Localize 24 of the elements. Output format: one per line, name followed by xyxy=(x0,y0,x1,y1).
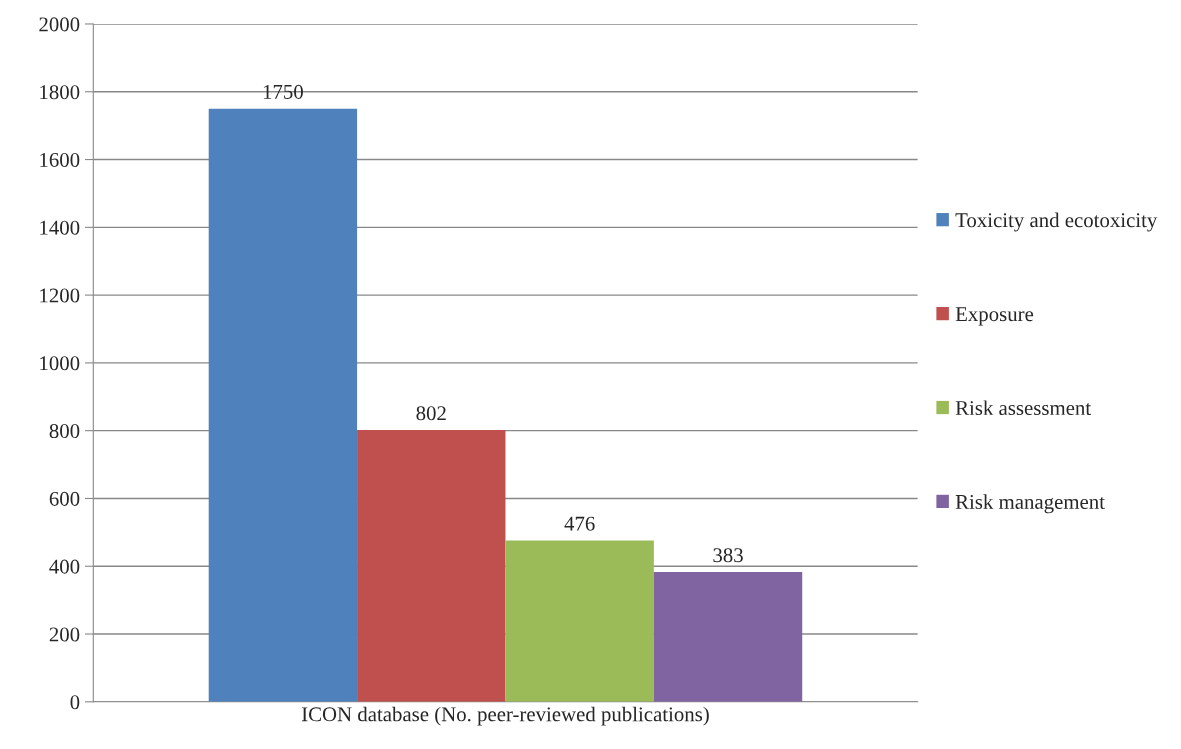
x-tick-label: ICON database (No. peer-reviewed publications) xyxy=(301,706,709,726)
legend-label: Risk assessment xyxy=(955,400,1092,416)
bar xyxy=(653,572,803,702)
legend-label: Risk management xyxy=(955,494,1105,514)
y-tick-label: 0 xyxy=(70,695,80,710)
data-label: 383 xyxy=(713,548,743,563)
y-tick-label: 200 xyxy=(49,627,80,642)
y-tick-label: 600 xyxy=(49,491,80,506)
legend-label: Toxicity and ecotoxicity xyxy=(955,212,1158,232)
y-tick-label: 1600 xyxy=(40,152,80,167)
y-tick-label: 2000 xyxy=(39,17,80,32)
y-tick-label: 1200 xyxy=(40,288,80,303)
y-tick-label: 800 xyxy=(49,424,80,439)
data-label: 476 xyxy=(564,516,595,531)
data-label: 1750 xyxy=(263,84,303,99)
legend-label: Exposure xyxy=(955,307,1034,326)
y-tick-label: 1800 xyxy=(40,85,80,100)
y-tick-label: 1000 xyxy=(40,356,80,371)
y-tick-label: 400 xyxy=(49,559,80,574)
y-tick-label: 1400 xyxy=(40,220,80,235)
bar xyxy=(208,108,358,702)
bar xyxy=(357,430,506,702)
bar xyxy=(505,540,654,702)
data-label: 802 xyxy=(416,406,446,421)
